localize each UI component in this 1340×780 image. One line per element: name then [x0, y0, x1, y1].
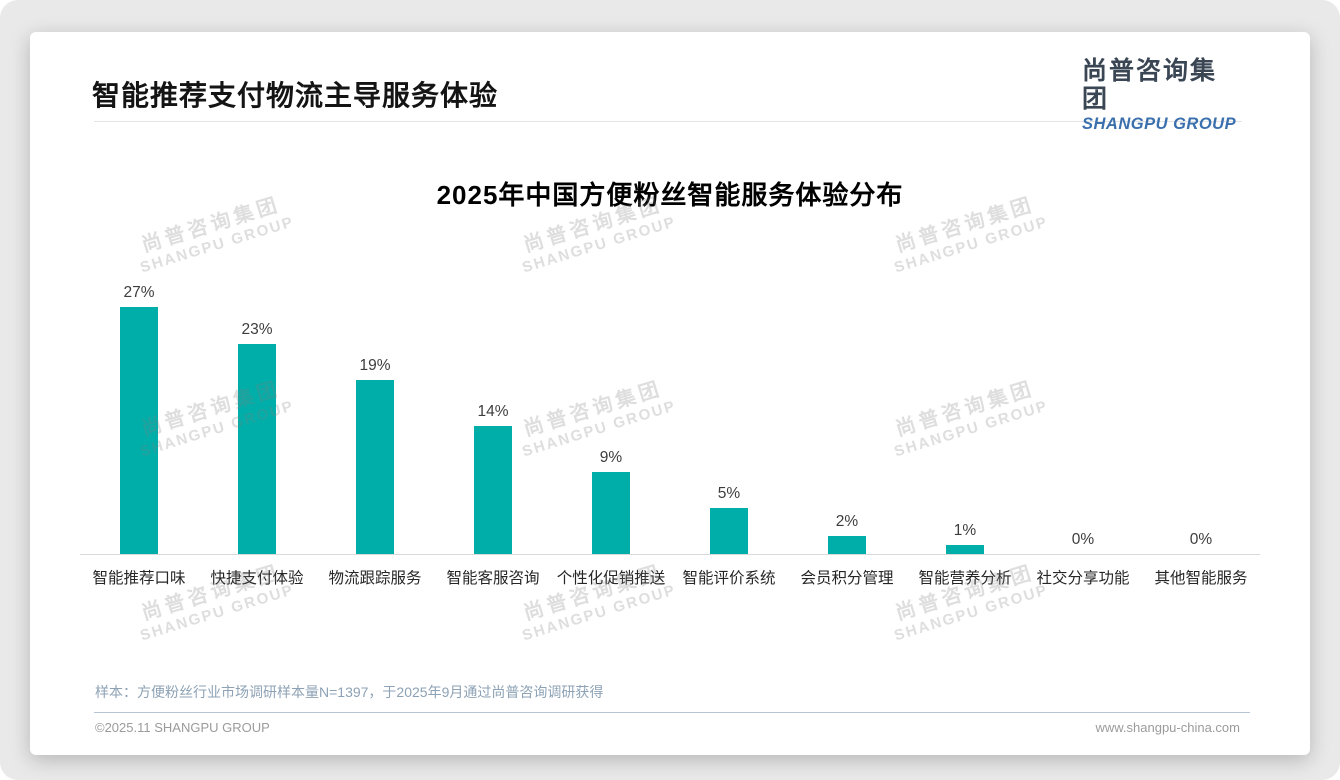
category-label: 智能评价系统	[682, 570, 776, 587]
bar	[946, 545, 984, 554]
logo-english-text: SHANGPU GROUP	[1082, 115, 1237, 133]
category-label: 物流跟踪服务	[328, 570, 422, 587]
bar-slot: 0% 其他智能服务	[1142, 262, 1260, 602]
company-logo: 尚普咨询集团 SHANGPU GROUP	[1082, 57, 1242, 134]
category-label: 社交分享功能	[1036, 570, 1130, 587]
category-label: 智能推荐口味	[92, 570, 186, 587]
logo-chinese-text: 尚普咨询集团	[1082, 57, 1218, 113]
bar	[238, 344, 276, 554]
bar	[828, 536, 866, 554]
x-axis-line	[80, 554, 1260, 555]
bar	[474, 426, 512, 554]
bar-slot: 9% 个性化促销推送	[552, 262, 670, 602]
bar-slot: 0% 社交分享功能	[1024, 262, 1142, 602]
bar-value-label: 14%	[477, 403, 509, 420]
bar-slot: 2% 会员积分管理	[788, 262, 906, 602]
category-label: 会员积分管理	[800, 570, 894, 587]
bar	[120, 307, 158, 554]
bar	[710, 508, 748, 554]
footer-copyright: ©2025.11 SHANGPU GROUP	[95, 720, 270, 735]
bar-chart: 27% 智能推荐口味 23% 快捷支付体验 19% 物流跟踪服务 14% 智能客服咨询 9% 个性…	[80, 262, 1260, 602]
bar-value-label: 2%	[835, 513, 859, 530]
category-label: 快捷支付体验	[210, 570, 304, 587]
bar-value-label: 9%	[599, 449, 623, 466]
header-divider	[94, 121, 1242, 122]
footer-divider	[94, 712, 1250, 713]
bar-value-label: 0%	[1071, 531, 1095, 548]
bar-value-label: 23%	[241, 321, 273, 338]
sample-note: 样本：方便粉丝行业市场调研样本量N=1397，于2025年9月通过尚普咨询调研获…	[95, 684, 604, 700]
bar-slot: 14% 智能客服咨询	[434, 262, 552, 602]
category-label: 智能客服咨询	[446, 570, 540, 587]
category-label: 智能营养分析	[918, 570, 1012, 587]
bar-value-label: 19%	[359, 357, 391, 374]
bar-slot: 23% 快捷支付体验	[198, 262, 316, 602]
category-label: 其他智能服务	[1154, 570, 1248, 587]
bar-slot: 5% 智能评价系统	[670, 262, 788, 602]
bar-value-label: 0%	[1189, 531, 1213, 548]
footer-website: www.shangpu-china.com	[1095, 720, 1240, 735]
bar-value-label: 27%	[123, 284, 155, 301]
bar	[356, 380, 394, 554]
bar-value-label: 5%	[717, 485, 741, 502]
page-title: 智能推荐支付物流主导服务体验	[92, 80, 499, 111]
bar-slot: 19% 物流跟踪服务	[316, 262, 434, 602]
bar	[592, 472, 630, 554]
slide-card: 智能推荐支付物流主导服务体验 尚普咨询集团 SHANGPU GROUP 2025…	[30, 32, 1310, 755]
bar-slot: 1% 智能营养分析	[906, 262, 1024, 602]
bar-slot: 27% 智能推荐口味	[80, 262, 198, 602]
bar-value-label: 1%	[953, 522, 977, 539]
chart-title: 2025年中国方便粉丝智能服务体验分布	[436, 180, 904, 210]
category-label: 个性化促销推送	[556, 570, 666, 587]
